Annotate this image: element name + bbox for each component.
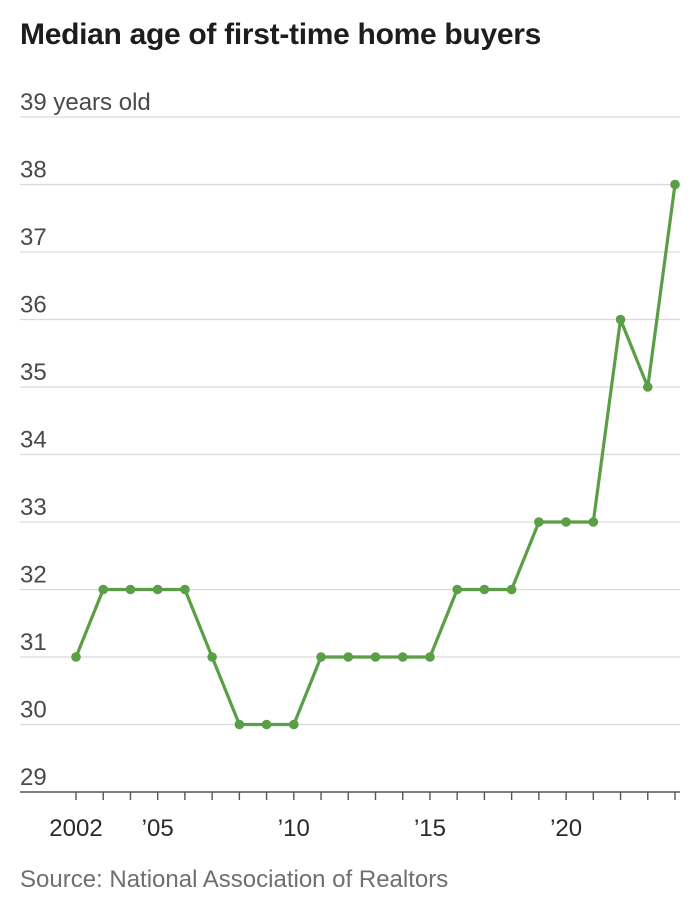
- chart-title: Median age of first-time home buyers: [20, 18, 541, 51]
- x-tick-label-2002: 2002: [49, 815, 102, 842]
- data-point-2014: [397, 652, 408, 662]
- y-tick-label-35: 35: [20, 359, 47, 386]
- y-axis-unit-label: 39 years old: [20, 89, 151, 116]
- data-points: [71, 179, 680, 730]
- data-point-2013: [370, 652, 381, 662]
- data-point-2020: [561, 517, 571, 527]
- y-tick-label-32: 32: [20, 562, 47, 589]
- y-tick-label-34: 34: [20, 427, 47, 454]
- source-note: Source: National Association of Realtors: [20, 866, 449, 893]
- gridlines: [20, 116, 680, 793]
- y-tick-label-33: 33: [20, 494, 47, 521]
- y-tick-label-36: 36: [20, 292, 47, 319]
- data-point-2022: [615, 314, 626, 325]
- data-point-2023: [642, 382, 653, 392]
- x-tick-label-2005: ’05: [142, 815, 174, 842]
- y-tick-label-30: 30: [20, 697, 47, 724]
- data-point-2015: [425, 652, 435, 662]
- data-point-2019: [534, 517, 544, 527]
- line-chart: 29 30 31 32 33 34 35 36 37 38 39 years old 2002 ’05…: [20, 89, 680, 842]
- x-axis: 2002 ’05 ’10 ’15 ’20: [49, 792, 676, 842]
- data-point-2021: [588, 517, 599, 527]
- data-point-2006: [180, 584, 190, 595]
- data-point-2012: [343, 652, 354, 662]
- y-tick-label-37: 37: [20, 224, 47, 251]
- data-point-2018: [506, 584, 517, 595]
- x-tick-label-2010: ’10: [278, 815, 310, 842]
- data-point-2011: [316, 652, 326, 662]
- data-point-2010: [289, 719, 299, 730]
- data-point-2017: [479, 584, 490, 595]
- y-tick-label-38: 38: [20, 157, 47, 184]
- y-tick-label-29: 29: [20, 764, 47, 791]
- y-tick-label-31: 31: [20, 629, 47, 656]
- data-point-2004: [125, 584, 136, 595]
- x-tick-label-2020: ’20: [550, 815, 582, 842]
- data-point-2007: [207, 652, 217, 662]
- y-axis-labels: 29 30 31 32 33 34 35 36 37 38 39 years old: [20, 89, 151, 791]
- data-point-2016: [452, 584, 462, 595]
- data-point-2003: [98, 584, 109, 595]
- data-point-2002: [71, 652, 81, 662]
- data-point-2008: [234, 719, 245, 730]
- x-tick-label-2015: ’15: [414, 815, 446, 842]
- data-point-2009: [261, 719, 272, 730]
- data-point-2024: [670, 179, 680, 190]
- data-point-2005: [152, 584, 163, 595]
